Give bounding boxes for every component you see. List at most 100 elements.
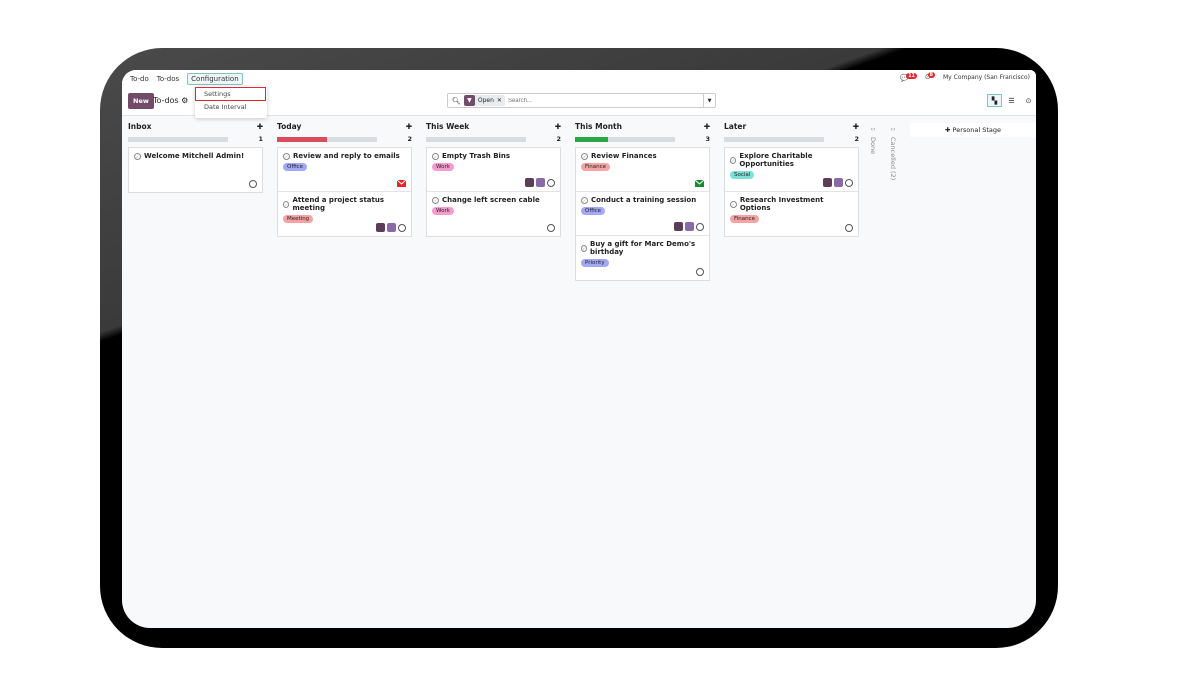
check-circle-icon[interactable]: ✓ <box>581 152 588 160</box>
clock-icon[interactable] <box>547 224 555 232</box>
list-view-icon[interactable]: ☰ <box>1008 96 1015 105</box>
nav-todos[interactable]: To-dos <box>156 75 180 83</box>
control-panel: New To-dos ⚙ 🔍︎ ▼Open✕ ▼ ▚ ☰ ⊙ <box>122 88 1036 116</box>
column-count: 2 <box>854 135 859 143</box>
card-title: Buy a gift for Marc Demo's birthday <box>590 240 696 256</box>
page-title: To-dos <box>153 96 179 105</box>
task-card[interactable]: ✓ Conduct a training session Office <box>576 192 709 236</box>
check-circle-icon[interactable]: ✓ <box>134 152 141 160</box>
add-card-icon[interactable]: ✚ <box>256 122 263 131</box>
task-card[interactable]: ✓ Review and reply to emails Office <box>278 148 411 192</box>
task-card[interactable]: ✓ Attend a project status meeting Meeting <box>278 192 411 236</box>
filter-facet: ▼ Open ✕ <box>463 95 505 106</box>
search-dropdown-toggle[interactable]: ▼ <box>703 94 715 107</box>
kanban-column: Today ✚ 2 ✓ Review and reply to emails Off… <box>277 122 412 237</box>
messages-icon[interactable]: 💬11 <box>900 72 918 82</box>
column-title: Inbox <box>128 122 152 131</box>
activities-icon[interactable]: ⏲8 <box>925 72 935 82</box>
avatar <box>834 178 843 187</box>
check-circle-icon[interactable]: ✓ <box>432 196 439 204</box>
tag-badge: Office <box>581 207 606 215</box>
add-personal-stage-button[interactable]: ✚ Personal Stage <box>910 123 1036 137</box>
card-title: Research Investment Options <box>739 196 824 212</box>
clock-icon[interactable] <box>845 224 853 232</box>
app-screen: To-do To-dos Configuration 💬11 ⏲8 My Com… <box>122 70 1036 628</box>
task-card[interactable]: ✓ Change left screen cable Work <box>427 192 560 236</box>
app-name[interactable]: To-do <box>130 75 149 83</box>
add-card-icon[interactable]: ✚ <box>554 122 561 131</box>
kanban-view-icon[interactable]: ▚ <box>987 94 1002 107</box>
task-card[interactable]: ✓ Review Finances Finance <box>576 148 709 192</box>
add-card-icon[interactable]: ✚ <box>852 122 859 131</box>
task-card[interactable]: ✓ Research Investment Options Finance <box>725 192 858 236</box>
column-progress-bar[interactable] <box>426 136 526 142</box>
card-title: Review and reply to emails <box>293 152 400 160</box>
search-input[interactable] <box>507 97 658 104</box>
avatar <box>376 223 385 232</box>
add-card-icon[interactable]: ✚ <box>405 122 412 131</box>
expand-icon: ‹› <box>890 125 896 133</box>
search-icon: 🔍︎ <box>452 96 461 105</box>
avatar <box>387 223 396 232</box>
search-bar[interactable]: 🔍︎ ▼Open✕ ▼ <box>447 93 716 108</box>
column-count: 1 <box>258 135 263 143</box>
column-count: 3 <box>705 135 710 143</box>
column-progress-bar[interactable] <box>128 136 228 142</box>
folded-column-done[interactable]: ‹› Done <box>867 125 879 154</box>
avatar <box>674 222 683 231</box>
new-button[interactable]: New <box>128 93 154 109</box>
task-card[interactable]: ✓ Explore Charitable Opportunities Social <box>725 148 858 192</box>
card-title: Empty Trash Bins <box>442 152 511 160</box>
clock-icon[interactable] <box>249 180 257 188</box>
column-progress-bar[interactable] <box>724 136 824 142</box>
tag-badge: Priority <box>581 259 609 267</box>
clock-icon[interactable] <box>696 222 704 231</box>
remove-facet-icon[interactable]: ✕ <box>496 97 502 104</box>
column-count: 2 <box>556 135 561 143</box>
check-circle-icon[interactable]: ✓ <box>581 196 588 204</box>
gear-icon[interactable]: ⚙ <box>181 96 189 105</box>
clock-icon[interactable] <box>845 178 853 187</box>
avatar <box>525 178 534 187</box>
check-circle-icon[interactable]: ✓ <box>730 200 737 208</box>
add-card-icon[interactable]: ✚ <box>703 122 710 131</box>
column-title: Today <box>277 122 302 131</box>
activity-view-icon[interactable]: ⊙ <box>1025 96 1032 105</box>
check-circle-icon[interactable]: ✓ <box>283 152 290 160</box>
avatar <box>536 178 545 187</box>
menu-item-date-interval[interactable]: Date Interval <box>204 103 247 111</box>
column-title: This Month <box>575 122 622 131</box>
column-progress-bar[interactable] <box>575 136 675 142</box>
tag-badge: Meeting <box>283 215 314 223</box>
column-progress-bar[interactable] <box>277 136 377 142</box>
clock-icon[interactable] <box>398 223 406 232</box>
company-switcher[interactable]: My Company (San Francisco) <box>943 74 1030 81</box>
top-navbar: To-do To-dos Configuration 💬11 ⏲8 My Com… <box>122 70 1036 88</box>
avatar <box>685 222 694 231</box>
card-title: Welcome Mitchell Admin! <box>144 152 245 160</box>
nav-configuration[interactable]: Configuration <box>187 73 243 85</box>
tag-badge: Social <box>730 171 755 179</box>
task-card[interactable]: ✓ Buy a gift for Marc Demo's birthday Pri… <box>576 236 709 280</box>
folded-column-cancelled[interactable]: ‹› Cancelled (2) <box>887 125 899 180</box>
task-card[interactable]: ✓ Welcome Mitchell Admin! <box>129 148 262 192</box>
check-circle-icon[interactable]: ✓ <box>432 152 439 160</box>
expand-icon: ‹› <box>870 125 876 133</box>
facet-label: Open <box>477 97 494 104</box>
card-title: Review Finances <box>591 152 657 160</box>
clock-icon[interactable] <box>547 178 555 187</box>
check-circle-icon[interactable]: ✓ <box>581 244 588 252</box>
email-icon[interactable] <box>695 180 704 187</box>
tag-badge: Finance <box>730 215 760 223</box>
task-card[interactable]: ✓ Empty Trash Bins Work <box>427 148 560 192</box>
kanban-column: Inbox ✚ 1 ✓ Welcome Mitchell Admin! <box>128 122 263 193</box>
tag-badge: Work <box>432 163 454 171</box>
check-circle-icon[interactable]: ✓ <box>283 200 290 208</box>
activities-badge: 8 <box>927 72 935 78</box>
check-circle-icon[interactable]: ✓ <box>730 156 737 164</box>
kanban-column: This Week ✚ 2 ✓ Empty Trash Bins Work ✓ Cha… <box>426 122 561 237</box>
clock-icon[interactable] <box>696 268 704 276</box>
email-icon[interactable] <box>397 180 406 187</box>
menu-item-settings[interactable]: Settings <box>195 87 266 101</box>
avatar <box>823 178 832 187</box>
